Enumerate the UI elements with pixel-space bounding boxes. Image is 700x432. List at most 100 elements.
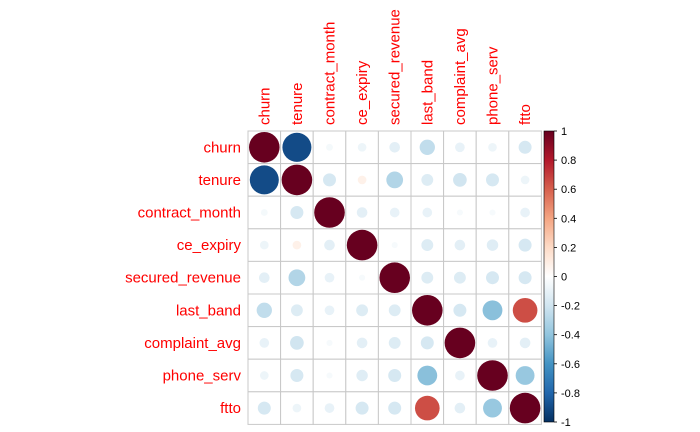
correlation-circles [248, 132, 541, 424]
column-label-last_band: last_band [419, 60, 436, 125]
correlation-circle-phone_serv-phone_serv [477, 360, 508, 391]
correlation-circle-secured_revenue-last_band [421, 271, 434, 284]
correlation-circle-churn-ce_expiry [357, 142, 367, 152]
legend-tick-label: -0.4 [561, 330, 580, 342]
correlation-circle-phone_serv-ftto [515, 366, 535, 385]
row-label-churn: churn [203, 139, 241, 156]
correlation-circle-phone_serv-last_band [417, 365, 438, 386]
correlation-circle-complaint_avg-churn [259, 338, 270, 348]
row-label-secured_revenue: secured_revenue [125, 270, 241, 287]
correlation-circle-ftto-churn [257, 401, 271, 415]
correlation-circle-ce_expiry-phone_serv [486, 239, 499, 251]
correlation-circle-complaint_avg-secured_revenue [388, 336, 401, 349]
correlation-circle-complaint_avg-complaint_avg [444, 327, 476, 359]
correlation-circle-last_band-secured_revenue [388, 304, 401, 317]
correlation-circle-churn-last_band [419, 139, 435, 155]
grid-cell [377, 163, 412, 197]
correlation-circle-tenure-ftto [520, 175, 530, 185]
correlation-circle-ce_expiry-churn [259, 240, 269, 250]
correlation-circle-ce_expiry-secured_revenue [391, 242, 398, 249]
correlation-circle-phone_serv-secured_revenue [388, 369, 402, 382]
legend-tick-label: 0.4 [561, 213, 576, 225]
correlation-circle-tenure-phone_serv [486, 173, 499, 187]
column-label-ce_expiry: ce_expiry [354, 60, 371, 125]
correlation-circle-tenure-last_band [421, 173, 434, 186]
correlation-circle-contract_month-ftto [520, 207, 530, 218]
correlation-circle-last_band-churn [256, 302, 272, 318]
correlation-circle-last_band-tenure [290, 304, 303, 317]
row-label-ce_expiry: ce_expiry [177, 237, 242, 254]
correlation-circle-ce_expiry-ce_expiry [346, 229, 378, 261]
correlation-circle-contract_month-tenure [290, 206, 304, 219]
correlation-circle-last_band-phone_serv [482, 300, 503, 321]
correlation-circle-phone_serv-complaint_avg [455, 370, 465, 381]
correlation-circle-contract_month-last_band [422, 207, 433, 218]
correlation-circle-tenure-contract_month [323, 173, 336, 187]
correlation-circle-churn-phone_serv [488, 142, 497, 152]
row-labels: churn tenure contract_month ce_expirysecure… [125, 139, 241, 417]
column-label-contract_month: contract_month [322, 22, 339, 125]
row-label-tenure: tenure [198, 172, 241, 189]
correlation-circle-ftto-phone_serv [483, 398, 502, 418]
color-legend: 1 0.8 0.6 0.4 0.2 0 -0.2 -0.4 -0.6 -0.8 -1 [543, 126, 580, 429]
legend-tick-label: -0.2 [561, 301, 580, 313]
correlation-circle-secured_revenue-churn [258, 272, 270, 284]
correlation-circle-complaint_avg-phone_serv [487, 338, 498, 348]
correlation-circle-ce_expiry-tenure [292, 240, 302, 250]
correlation-circle-contract_month-complaint_avg [456, 209, 463, 216]
correlation-circle-complaint_avg-ce_expiry [356, 337, 368, 349]
correlation-circle-complaint_avg-last_band [420, 336, 434, 350]
legend-tick-label: -1 [561, 417, 571, 429]
correlation-circle-churn-tenure [282, 132, 312, 162]
correlation-circle-contract_month-ce_expiry [356, 207, 368, 218]
correlation-circle-complaint_avg-contract_month [326, 339, 333, 346]
correlation-circle-complaint_avg-tenure [290, 336, 304, 350]
row-label-complaint_avg: complaint_avg [144, 335, 241, 352]
correlation-circle-churn-churn [248, 132, 280, 163]
correlation-circle-churn-secured_revenue [389, 141, 401, 153]
correlation-circle-tenure-tenure [281, 164, 313, 196]
correlation-circle-churn-contract_month [326, 143, 333, 151]
column-label-tenure: tenure [289, 82, 306, 125]
correlation-circle-secured_revenue-tenure [288, 269, 306, 287]
correlation-circle-secured_revenue-secured_revenue [379, 262, 411, 294]
row-label-ftto: ftto [220, 400, 241, 417]
correlation-circle-contract_month-phone_serv [489, 209, 496, 216]
grid-cell [475, 130, 510, 165]
correlation-circle-ce_expiry-contract_month [324, 239, 335, 251]
correlation-circle-ftto-secured_revenue [388, 401, 402, 415]
grid-cell [377, 391, 412, 425]
correlation-circle-last_band-ftto [512, 297, 538, 323]
correlation-circle-last_band-contract_month [324, 305, 335, 316]
correlation-circle-secured_revenue-phone_serv [486, 271, 499, 285]
legend-tick-label: -0.6 [561, 359, 580, 371]
legend-color-bar [543, 130, 555, 423]
column-label-secured_revenue: secured_revenue [387, 9, 404, 125]
correlation-circle-last_band-last_band [412, 295, 443, 326]
correlation-circle-ce_expiry-complaint_avg [454, 239, 466, 251]
correlation-circle-phone_serv-tenure [290, 369, 304, 382]
column-label-churn: churn [256, 87, 273, 125]
legend-tick-label: 0.8 [561, 155, 576, 167]
correlation-circle-tenure-secured_revenue [386, 171, 404, 189]
legend-tick-label: 1 [561, 126, 567, 138]
correlation-circle-tenure-ce_expiry [357, 175, 367, 185]
correlation-circle-contract_month-secured_revenue [389, 207, 400, 218]
correlation-circle-ce_expiry-ftto [518, 238, 532, 252]
correlation-circle-secured_revenue-ftto [518, 271, 532, 285]
correlation-circle-ftto-complaint_avg [454, 402, 466, 414]
column-label-complaint_avg: complaint_avg [452, 28, 469, 125]
correlation-circle-secured_revenue-ce_expiry [359, 274, 366, 281]
column-labels: churn tenure contract_month ce_expiry secure… [256, 9, 534, 125]
correlation-circle-tenure-complaint_avg [453, 173, 467, 187]
correlation-circle-phone_serv-contract_month [326, 372, 333, 379]
legend-tick-label: 0.2 [561, 242, 576, 254]
legend-tick-label: 0.6 [561, 184, 576, 196]
correlation-grid [247, 130, 542, 425]
correlation-circle-phone_serv-ce_expiry [356, 369, 368, 382]
row-label-last_band: last_band [176, 302, 241, 319]
row-label-contract_month: contract_month [138, 205, 241, 222]
correlation-circle-ftto-last_band [414, 395, 440, 421]
correlation-circle-contract_month-contract_month [314, 197, 345, 228]
